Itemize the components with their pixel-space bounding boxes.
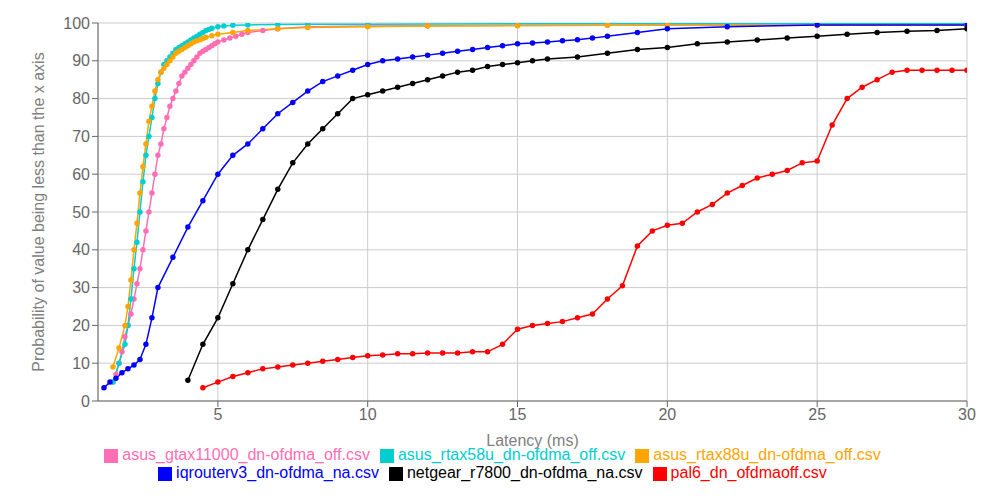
html-text:pal6_dn_ofdmaoff.csv: pal6_dn_ofdmaoff.csv <box>670 464 827 481</box>
html-text:asus_rtax88u_dn-ofdma_off.csv: asus_rtax88u_dn-ofdma_off.csv <box>653 446 881 463</box>
html-text:asus_gtax11000_dn-ofdma_off.cs: asus_gtax11000_dn-ofdma_off.csv <box>122 446 370 463</box>
svg-text:30: 30 <box>958 406 976 423</box>
html-text:iqrouterv3_dn-ofdma_na.csv: iqrouterv3_dn-ofdma_na.csv <box>176 464 379 481</box>
svg-text:70: 70 <box>72 128 90 145</box>
svg-text:25: 25 <box>808 406 826 423</box>
svg-text:20: 20 <box>658 406 676 423</box>
svg-text:60: 60 <box>72 166 90 183</box>
svg-text:50: 50 <box>72 204 90 221</box>
svg-text:40: 40 <box>72 241 90 258</box>
svg-text:15: 15 <box>509 406 527 423</box>
svg-text:Latency (ms): Latency (ms) <box>486 432 578 449</box>
svg-text:80: 80 <box>72 90 90 107</box>
svg-text:10: 10 <box>359 406 377 423</box>
svg-text:Probability of value being les: Probability of value being less than the… <box>30 52 47 371</box>
svg-text:30: 30 <box>72 279 90 296</box>
svg-text:5: 5 <box>213 406 222 423</box>
html-text:asus_rtax58u_dn-ofdma_off.csv: asus_rtax58u_dn-ofdma_off.csv <box>397 446 626 463</box>
svg-text:90: 90 <box>72 52 90 69</box>
html-text:netgear_r7800_dn-ofdma_na.csv: netgear_r7800_dn-ofdma_na.csv <box>406 464 643 481</box>
svg-text:100: 100 <box>63 15 90 32</box>
svg-text:10: 10 <box>72 355 90 372</box>
svg-text:0: 0 <box>81 393 90 410</box>
svg-text:20: 20 <box>72 317 90 334</box>
